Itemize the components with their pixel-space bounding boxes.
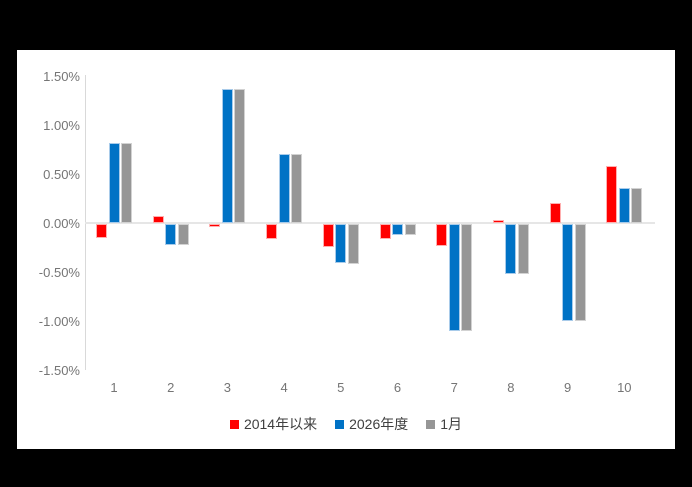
bar-series1-cat6 [392, 224, 403, 235]
legend-label: 2014年以来 [243, 416, 318, 432]
x-tick-label: 9 [563, 380, 572, 395]
bar-series0-cat6 [379, 224, 391, 239]
legend-label: 2026年度 [349, 416, 409, 432]
y-tick-label: 1.00% [43, 118, 80, 134]
legend-swatch-icon [229, 419, 239, 429]
legend-swatch-icon [426, 419, 436, 429]
bar-series0-cat5 [322, 224, 334, 247]
bar-series1-cat5 [335, 224, 347, 263]
bar-series2-cat8 [517, 224, 529, 274]
x-tick-label: 1 [110, 380, 118, 395]
x-tick-label: 7 [450, 380, 458, 395]
bar-series0-cat10 [606, 166, 618, 223]
bar-series2-cat5 [347, 224, 359, 264]
bar-series1-cat10 [618, 188, 630, 223]
bar-series2-cat4 [291, 154, 303, 223]
bar-series1-cat7 [448, 224, 460, 331]
bar-series0-cat7 [436, 224, 448, 246]
x-tick-label: 4 [280, 380, 288, 395]
x-tick-label: 3 [223, 380, 231, 395]
bar-series1-cat9 [562, 224, 574, 321]
legend-item-series0: 2014年以来 [229, 414, 318, 434]
legend-label: 1月 [440, 416, 463, 432]
x-tick-label: 6 [393, 380, 402, 395]
y-tick-label: 1.50% [43, 69, 80, 85]
x-tick-label: 2 [167, 380, 175, 395]
bar-series0-cat4 [266, 224, 278, 239]
legend-item-series1: 2026年度 [335, 414, 408, 434]
x-tick-label: 8 [507, 380, 515, 395]
chart-panel: 1.50% 1.00% 0.50% 0.00% -0.50% -1.00% -1.50% 1… [17, 50, 675, 449]
bar-series1-cat1 [108, 143, 120, 223]
legend-swatch-icon [335, 419, 345, 429]
bar-series2-cat9 [574, 224, 586, 321]
bar-series0-cat8 [492, 220, 504, 223]
y-tick-label: 0.50% [43, 167, 80, 183]
bar-series2-cat7 [461, 224, 473, 331]
bar-series1-cat3 [221, 89, 233, 223]
bar-series2-cat1 [121, 143, 132, 223]
bar-series0-cat2 [152, 216, 164, 223]
bar-series0-cat3 [209, 224, 221, 227]
y-tick-label: -1.50% [38, 362, 80, 378]
bar-series2-cat2 [177, 224, 189, 245]
y-tick-label: 0.00% [43, 216, 80, 231]
bar-series1-cat4 [278, 154, 290, 223]
x-tick-label: 5 [337, 380, 345, 395]
legend: 2014年以来 2026年度 1月 [17, 414, 675, 434]
y-tick-label: -1.00% [38, 313, 80, 329]
bar-series2-cat6 [404, 224, 416, 235]
bar-series2-cat3 [234, 89, 246, 223]
bar-series2-cat10 [631, 188, 643, 223]
legend-item-series2: 1月 [426, 414, 462, 434]
bar-series1-cat8 [505, 224, 517, 274]
y-tick-label: -0.50% [38, 264, 80, 280]
bar-series0-cat9 [549, 203, 561, 223]
bar-series0-cat1 [96, 224, 107, 238]
zero-gridline [85, 222, 655, 224]
bar-series1-cat2 [165, 224, 177, 245]
x-tick-label: 10 [617, 380, 632, 395]
